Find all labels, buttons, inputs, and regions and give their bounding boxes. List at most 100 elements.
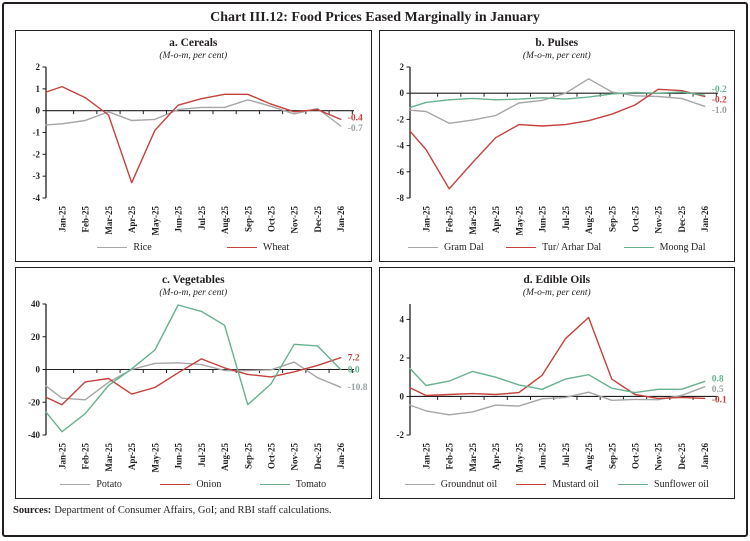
svg-text:Jan-26: Jan-26 bbox=[336, 443, 346, 470]
svg-text:0: 0 bbox=[399, 391, 404, 401]
svg-text:Nov-25: Nov-25 bbox=[290, 206, 300, 234]
edible-oils-chart-canvas: 4 2 0 -2 Jan-25 Feb-25 Mar-25 Apr-25 May-25 Jun-2… bbox=[396, 304, 727, 473]
svg-text:7.2: 7.2 bbox=[348, 354, 360, 364]
legend-label: Tomato bbox=[295, 479, 327, 490]
svg-text:Aug-25: Aug-25 bbox=[584, 206, 594, 235]
svg-text:Mar-25: Mar-25 bbox=[468, 443, 478, 472]
svg-text:-10.8: -10.8 bbox=[348, 383, 368, 393]
cereals-legend: Rice Wheat bbox=[16, 242, 371, 253]
svg-text:Jan-25: Jan-25 bbox=[421, 206, 431, 233]
legend-item: Gram Dal bbox=[407, 242, 484, 253]
vegetables-legend: Potato Onion Tomato bbox=[16, 479, 371, 490]
legend-item: Rice bbox=[97, 242, 152, 253]
svg-text:2: 2 bbox=[36, 62, 41, 72]
panel-cereals-title: a. Cereals bbox=[169, 37, 218, 49]
legend-label: Gram Dal bbox=[443, 242, 484, 253]
svg-text:Dec-25: Dec-25 bbox=[677, 443, 687, 470]
legend-label: Rice bbox=[133, 242, 152, 253]
legend-item: Mustard oil bbox=[516, 479, 599, 490]
legend-line-swatch bbox=[516, 484, 547, 485]
svg-text:May-25: May-25 bbox=[514, 443, 524, 473]
svg-text:Aug-25: Aug-25 bbox=[220, 443, 230, 472]
svg-text:-8: -8 bbox=[396, 193, 404, 203]
svg-text:Feb-25: Feb-25 bbox=[444, 443, 454, 470]
svg-text:Feb-25: Feb-25 bbox=[81, 443, 91, 470]
svg-text:Oct-25: Oct-25 bbox=[630, 443, 640, 469]
svg-text:Oct-25: Oct-25 bbox=[630, 206, 640, 232]
svg-text:Sep-25: Sep-25 bbox=[607, 443, 617, 470]
svg-text:Dec-25: Dec-25 bbox=[313, 443, 323, 470]
svg-text:Sep-25: Sep-25 bbox=[244, 206, 254, 233]
svg-text:Mar-25: Mar-25 bbox=[468, 206, 478, 235]
svg-text:Oct-25: Oct-25 bbox=[267, 443, 277, 469]
svg-text:Jun-25: Jun-25 bbox=[537, 206, 547, 233]
legend-line-swatch bbox=[97, 247, 128, 248]
legend-item: Moong Dal bbox=[623, 242, 706, 253]
svg-text:Jun-25: Jun-25 bbox=[174, 443, 184, 470]
svg-text:Jul-25: Jul-25 bbox=[561, 206, 571, 231]
legend-label: Wheat bbox=[263, 242, 290, 253]
chart-title: Chart III.12: Food Prices Eased Marginal… bbox=[210, 10, 540, 25]
svg-text:Oct-25: Oct-25 bbox=[267, 206, 277, 232]
svg-text:-4: -4 bbox=[33, 193, 41, 203]
legend-line-swatch bbox=[160, 484, 191, 485]
svg-text:0.8: 0.8 bbox=[711, 374, 723, 384]
panel-pulses: b. Pulses (M-o-m, per cent) 2 0 -2 -4 -6 -8 Ja… bbox=[378, 30, 735, 262]
panel-edible-oils-subtitle: (M-o-m, per cent) bbox=[522, 288, 591, 298]
panel-cereals-subtitle: (M-o-m, per cent) bbox=[159, 51, 228, 61]
legend-label: Mustard oil bbox=[552, 479, 599, 490]
svg-text:40: 40 bbox=[31, 299, 41, 309]
legend-item: Tur/ Arhar Dal bbox=[506, 242, 601, 253]
svg-text:Nov-25: Nov-25 bbox=[653, 443, 663, 471]
svg-text:-2: -2 bbox=[33, 149, 41, 159]
sources-label: Sources: bbox=[13, 505, 52, 516]
svg-text:Apr-25: Apr-25 bbox=[491, 443, 501, 471]
panel-cereals: a. Cereals (M-o-m, per cent) 2 1 0 -1 -2 -3 -4… bbox=[15, 30, 372, 262]
legend-line-swatch bbox=[407, 247, 438, 248]
svg-text:-40: -40 bbox=[28, 430, 40, 440]
sources-text: Department of Consumer Affairs, GoI; and… bbox=[54, 505, 332, 516]
svg-text:Jun-25: Jun-25 bbox=[174, 206, 184, 233]
svg-text:Sep-25: Sep-25 bbox=[607, 206, 617, 233]
svg-text:Feb-25: Feb-25 bbox=[81, 206, 91, 233]
svg-text:-2: -2 bbox=[396, 430, 404, 440]
svg-text:-1: -1 bbox=[33, 128, 41, 138]
svg-text:-3: -3 bbox=[33, 171, 41, 181]
legend-item: Wheat bbox=[227, 242, 289, 253]
svg-text:-2: -2 bbox=[396, 114, 404, 124]
legend-line-swatch bbox=[506, 247, 537, 248]
legend-item: Sunflower oil bbox=[618, 479, 709, 490]
panel-vegetables: c. Vegetables (M-o-m, per cent) 40 20 0 -20… bbox=[15, 267, 372, 499]
pulses-chart-canvas: 2 0 -2 -4 -6 -8 Jan-25 Feb-25 Mar-25 Apr-25 May-25… bbox=[396, 62, 726, 236]
svg-text:-4: -4 bbox=[396, 141, 404, 151]
panel-vegetables-subtitle: (M-o-m, per cent) bbox=[159, 288, 228, 298]
svg-text:-20: -20 bbox=[28, 397, 40, 407]
svg-text:May-25: May-25 bbox=[151, 206, 161, 236]
svg-text:Jan-26: Jan-26 bbox=[700, 206, 710, 233]
svg-text:1: 1 bbox=[36, 84, 41, 94]
legend-line-swatch bbox=[259, 484, 290, 485]
svg-text:-0.1: -0.1 bbox=[711, 395, 726, 405]
svg-text:Jan-26: Jan-26 bbox=[700, 443, 710, 470]
svg-text:Sep-25: Sep-25 bbox=[244, 443, 254, 470]
svg-text:20: 20 bbox=[31, 332, 41, 342]
svg-text:-0.2: -0.2 bbox=[711, 85, 726, 95]
svg-text:Apr-25: Apr-25 bbox=[127, 443, 137, 471]
panel-vegetables-title: c. Vegetables bbox=[161, 274, 225, 286]
svg-text:Jul-25: Jul-25 bbox=[561, 443, 571, 468]
svg-text:-1.0: -1.0 bbox=[711, 106, 726, 116]
edible-oils-legend: Groundnut oil Mustard oil Sunflower oil bbox=[380, 479, 735, 490]
legend-label: Moong Dal bbox=[659, 242, 706, 253]
panel-edible-oils: d. Edible Oils (M-o-m, per cent) 4 2 0 -2 Ja… bbox=[378, 267, 735, 499]
svg-text:Dec-25: Dec-25 bbox=[677, 206, 687, 233]
svg-text:Dec-25: Dec-25 bbox=[313, 206, 323, 233]
svg-text:Feb-25: Feb-25 bbox=[444, 206, 454, 233]
legend-item: Potato bbox=[60, 479, 122, 490]
svg-text:2: 2 bbox=[399, 353, 404, 363]
legend-line-swatch bbox=[60, 484, 91, 485]
legend-item: Onion bbox=[160, 479, 221, 490]
svg-text:Jan-25: Jan-25 bbox=[58, 206, 68, 233]
svg-text:Nov-25: Nov-25 bbox=[653, 206, 663, 234]
legend-line-swatch bbox=[227, 247, 258, 248]
